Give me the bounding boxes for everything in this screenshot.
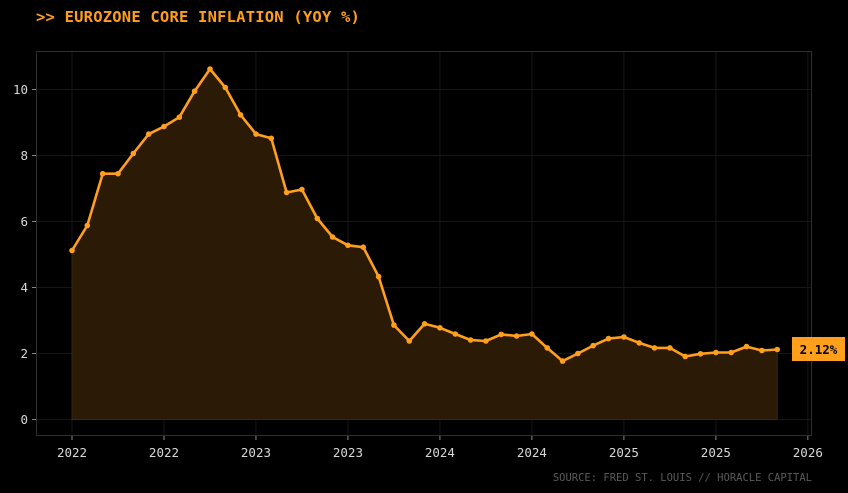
data-point: [99, 170, 106, 177]
data-point: [483, 338, 489, 344]
x-tick-label: 2022: [149, 445, 179, 460]
series-points: [69, 66, 780, 364]
x-axis-ticks: 2022 2022 2023 2023 2024 2024 2025 2025 2026: [57, 436, 823, 460]
data-point: [498, 331, 505, 338]
data-point: [391, 322, 397, 328]
data-point: [283, 189, 290, 196]
data-point: [314, 215, 321, 222]
data-point: [529, 331, 535, 337]
y-tick-label: 0: [20, 412, 28, 427]
data-point: [360, 244, 367, 250]
data-point: [728, 349, 734, 356]
y-tick-label: 4: [20, 280, 28, 295]
y-tick-label: 10: [13, 82, 28, 97]
data-point: [406, 338, 413, 344]
x-tick-label: 2024: [425, 445, 455, 460]
data-point: [452, 331, 459, 337]
data-point: [636, 340, 642, 346]
chart-title: >> EUROZONE CORE INFLATION (YOY %): [36, 8, 361, 26]
data-point: [605, 335, 612, 342]
data-point: [237, 112, 244, 118]
x-tick-label: 2022: [57, 445, 87, 460]
data-point: [590, 342, 596, 349]
data-point: [130, 150, 137, 157]
data-point: [222, 84, 229, 91]
series-area-fill: [71, 68, 778, 420]
data-point: [375, 273, 382, 280]
x-tick-label: 2025: [609, 445, 639, 460]
data-point: [697, 351, 704, 357]
data-point: [345, 242, 351, 249]
data-point: [713, 349, 719, 356]
y-tick-label: 8: [20, 148, 28, 163]
data-point: [191, 88, 198, 94]
data-point: [145, 131, 152, 137]
data-point: [513, 333, 520, 339]
source-note: SOURCE: FRED ST. LOUIS // HORACLE CAPITA…: [552, 472, 812, 484]
data-point: [544, 345, 550, 351]
data-point: [575, 350, 581, 357]
x-tick-label: 2023: [333, 445, 363, 460]
data-point: [161, 123, 167, 130]
data-point: [621, 334, 627, 340]
plot-frame: [36, 51, 812, 436]
data-point: [69, 247, 75, 254]
data-point: [467, 337, 474, 343]
data-point: [207, 66, 213, 72]
data-point: [253, 131, 259, 137]
x-tick-label: 2025: [701, 445, 731, 460]
x-tick-label: 2023: [241, 445, 271, 460]
data-point: [437, 325, 443, 331]
data-point: [667, 345, 673, 351]
data-point: [84, 222, 91, 229]
data-point: [743, 343, 750, 350]
data-point: [176, 114, 183, 120]
data-point: [759, 347, 765, 354]
x-tick-label: 2026: [793, 445, 823, 460]
data-point: [651, 345, 658, 351]
x-tick-label: 2024: [517, 445, 547, 460]
y-tick-label: 2: [20, 346, 28, 361]
data-point: [559, 358, 566, 364]
data-point: [774, 346, 780, 353]
data-point: [421, 321, 428, 327]
y-tick-label: 6: [20, 214, 28, 229]
data-point: [682, 353, 688, 360]
last-value-badge: 2.12%: [792, 337, 845, 361]
data-point: [329, 234, 336, 240]
y-axis-ticks: 0 2 4 6 8 10: [13, 82, 36, 427]
data-point: [299, 186, 305, 193]
data-point: [115, 170, 121, 177]
data-point: [268, 135, 275, 142]
